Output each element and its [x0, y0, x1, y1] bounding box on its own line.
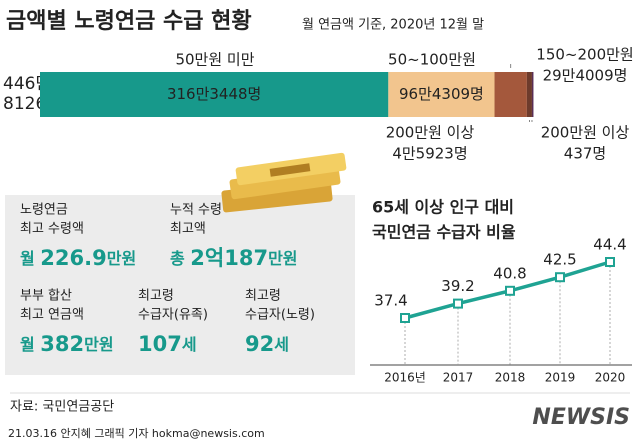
point-marker: [400, 313, 410, 323]
stat-label: 최고 연금액: [20, 308, 84, 323]
bar-segment: [494, 72, 527, 117]
bar-segment: [388, 72, 495, 117]
stat-label: 수급자(유족): [138, 308, 208, 323]
stat-value: 월 226.9만원: [20, 246, 136, 270]
stat-value-part: 92: [245, 332, 274, 356]
stat-value-part: 만원: [107, 249, 136, 268]
value-label: 437명: [564, 145, 606, 163]
title: 금액별 노령연금 수급 현황: [6, 9, 252, 34]
value-label: 96만4309명: [399, 85, 484, 103]
stat-value-part: 2억187: [190, 246, 268, 270]
point-marker: [453, 298, 463, 309]
stat-value-part: 만원: [84, 335, 113, 354]
value-label: 4만5923명: [392, 145, 467, 163]
segment-name: 50~100만원: [388, 51, 476, 69]
stat-value: 월 382만원: [20, 332, 114, 356]
stat-value-part: 226.9: [40, 246, 106, 270]
stat-label: 최고 수령액: [20, 222, 84, 237]
point-label: 37.4: [374, 292, 407, 310]
point-label: 40.8: [493, 264, 526, 282]
source: 자료: 국민연금공단: [10, 400, 114, 415]
x-tick-label: 2019: [545, 371, 576, 385]
stat-label: 최고령: [138, 289, 174, 304]
x-tick-label: 2016년: [384, 371, 426, 385]
line-title: 국민연금 수급자 비율: [372, 223, 516, 242]
segment-name: 200만원 이상: [541, 124, 630, 142]
point-marker: [605, 257, 615, 267]
stat-label: 수급자(노령): [245, 308, 315, 323]
stat-value: 107세: [138, 332, 197, 356]
value-label: 29만4009명: [543, 67, 628, 85]
stat-value: 92세: [245, 332, 289, 356]
stat-label: 최고액: [170, 222, 206, 237]
stat-value-part: 382: [40, 332, 84, 356]
stat-value-part: 총: [170, 249, 190, 268]
point-label: 44.4: [593, 236, 626, 254]
x-tick-label: 2018: [495, 371, 526, 385]
watermark: NEWSIS: [532, 405, 630, 430]
point-label: 39.2: [441, 277, 474, 295]
bar-segment: [40, 72, 389, 117]
stats-panel: [5, 195, 355, 375]
point-marker: [555, 272, 565, 283]
stat-label: 노령연금: [20, 203, 68, 218]
point-marker: [505, 285, 515, 296]
stat-value-part: 만원: [268, 249, 297, 268]
line-title: 65세 이상 인구 대비: [372, 198, 514, 217]
stat-value: 총 2억187만원: [170, 246, 298, 270]
bar-segment: [531, 72, 534, 117]
bar-segment: [526, 72, 532, 117]
stat-value-part: 세: [182, 335, 197, 354]
segment-name: 50만원 미만: [175, 51, 254, 69]
stat-label: 부부 합산: [20, 289, 72, 304]
point-label: 42.5: [543, 251, 576, 269]
x-tick-label: 2017: [443, 371, 474, 385]
segment-name: 150~200만원: [536, 46, 633, 64]
segment-name: 200만원 이상: [386, 124, 475, 142]
value-label: 316만3448명: [167, 85, 261, 103]
stat-label: 최고령: [245, 289, 281, 304]
stat-value-part: 월: [20, 335, 40, 354]
money-icon: [221, 152, 347, 213]
subtitle: 월 연금액 기준, 2020년 12월 말: [302, 18, 484, 33]
total-label: 446만: [3, 74, 51, 94]
stat-value-part: 세: [274, 335, 289, 354]
stat-value-part: 월: [20, 249, 40, 268]
credit: 21.03.16 안지혜 그래픽 기자 hokma@newsis.com: [8, 427, 265, 440]
stat-label: 누적 수령: [170, 203, 222, 218]
x-tick-label: 2020: [595, 371, 626, 385]
stat-value-part: 107: [138, 332, 182, 356]
